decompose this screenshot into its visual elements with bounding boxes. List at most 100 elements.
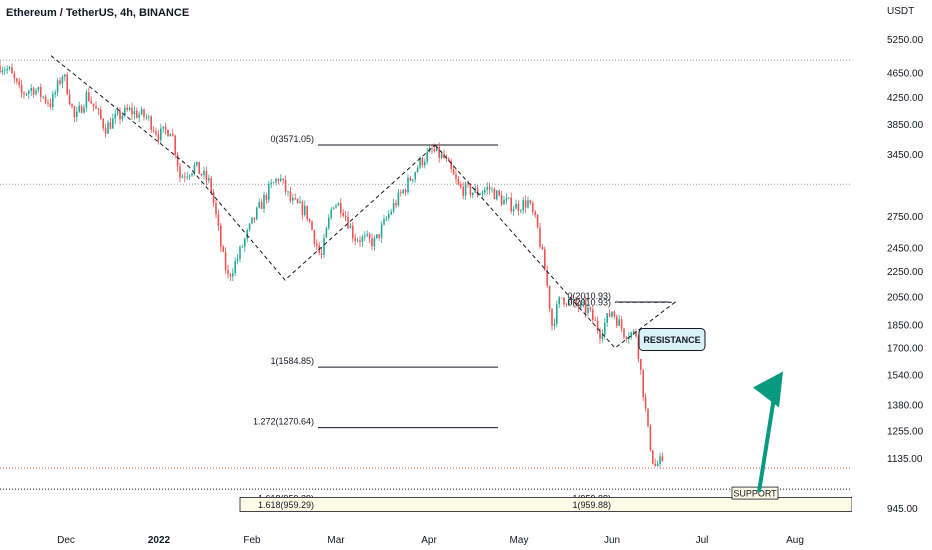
candle-body xyxy=(474,188,476,193)
x-tick-label: Jul xyxy=(696,535,709,546)
fib-band-label: 1.618(959.29) xyxy=(258,500,314,510)
candle-body xyxy=(356,240,359,242)
resistance-callout xyxy=(638,327,706,351)
candle-body xyxy=(13,73,16,79)
candle-body xyxy=(244,238,246,247)
candle-body xyxy=(23,92,25,95)
candle-body xyxy=(284,179,287,192)
candle-body xyxy=(640,359,642,370)
candle-body xyxy=(47,102,49,104)
candle-body xyxy=(1,70,4,73)
y-tick-label: 1540.00 xyxy=(887,371,924,382)
trend-line xyxy=(50,55,495,281)
candle-body xyxy=(0,65,1,73)
candle-body xyxy=(325,227,328,238)
candle-body xyxy=(457,179,460,185)
candle-body xyxy=(109,122,112,129)
support-zone xyxy=(239,497,853,512)
candle-body xyxy=(608,313,611,317)
y-tick-label: 2250.00 xyxy=(887,267,924,278)
candle-body xyxy=(287,191,289,193)
candle-body xyxy=(234,261,236,274)
candle-body xyxy=(140,109,143,115)
candle-body xyxy=(268,184,270,200)
candle-body xyxy=(236,258,239,262)
candle-body xyxy=(323,237,325,255)
candle-body xyxy=(20,84,23,93)
price-axis-background xyxy=(852,0,932,550)
candle-body xyxy=(239,246,241,259)
candle-body xyxy=(203,171,205,176)
x-tick-label: Aug xyxy=(786,535,804,546)
candle-body xyxy=(133,110,136,115)
candle-body xyxy=(258,202,260,208)
candle-body xyxy=(592,309,594,320)
y-tick-label: 5250.00 xyxy=(887,35,924,46)
candle-body xyxy=(544,249,546,271)
candle-body xyxy=(174,135,176,155)
candle-body xyxy=(448,158,450,162)
y-tick-label: 4650.00 xyxy=(887,68,924,79)
candle-body xyxy=(512,208,515,212)
candle-body xyxy=(337,202,340,206)
candle-body xyxy=(184,176,186,178)
candle-body xyxy=(479,194,481,196)
x-tick-label: Apr xyxy=(421,535,437,546)
candle-body xyxy=(316,243,318,246)
candle-body xyxy=(78,105,80,112)
fib-band-label: 1(959.88) xyxy=(572,500,611,510)
candle-body xyxy=(263,194,265,209)
candle-body xyxy=(97,108,100,110)
candle-body xyxy=(575,298,577,305)
candle-body xyxy=(498,190,500,196)
candle-body xyxy=(49,103,52,108)
candle-body xyxy=(88,92,90,102)
y-tick-label: 3850.00 xyxy=(887,120,924,131)
candle-body xyxy=(54,92,56,95)
candle-body xyxy=(56,80,59,93)
candle-body xyxy=(95,106,97,109)
candle-body xyxy=(61,76,64,84)
candle-body xyxy=(332,207,335,210)
candle-body xyxy=(524,200,527,208)
trend-lines xyxy=(50,55,677,349)
candle-body xyxy=(205,171,208,181)
candle-body xyxy=(248,223,251,230)
candle-body xyxy=(301,201,304,216)
candle-body xyxy=(373,238,376,247)
candle-body xyxy=(661,456,664,461)
candle-body xyxy=(460,184,462,187)
candle-body xyxy=(596,320,599,331)
candle-body xyxy=(224,251,227,270)
candle-body xyxy=(613,311,616,317)
candle-body xyxy=(568,299,570,306)
candle-body xyxy=(390,211,392,215)
candle-body xyxy=(522,200,524,211)
candle-body xyxy=(176,154,179,167)
candle-body xyxy=(618,319,620,326)
candles xyxy=(0,60,664,468)
currency-label: USDT xyxy=(887,6,914,17)
candle-body xyxy=(200,173,203,176)
y-tick-label: 2450.00 xyxy=(887,244,924,255)
candle-body xyxy=(124,107,126,116)
fib-level-label: 0(2010.93) xyxy=(567,291,611,301)
candle-body xyxy=(644,397,647,409)
up-arrow-shaft xyxy=(757,391,777,493)
candle-body xyxy=(66,74,68,95)
candle-body xyxy=(306,205,308,220)
candle-body xyxy=(292,198,294,201)
candle-body xyxy=(73,106,76,118)
candle-body xyxy=(510,197,512,212)
candle-body xyxy=(558,297,560,305)
candle-body xyxy=(164,126,167,130)
candle-body xyxy=(376,234,378,239)
candle-body xyxy=(210,178,212,193)
candle-body xyxy=(59,80,61,84)
candle-body xyxy=(342,212,344,216)
candle-body xyxy=(616,316,618,326)
candle-body xyxy=(16,78,18,82)
candle-body xyxy=(328,217,330,228)
candle-body xyxy=(364,235,366,237)
